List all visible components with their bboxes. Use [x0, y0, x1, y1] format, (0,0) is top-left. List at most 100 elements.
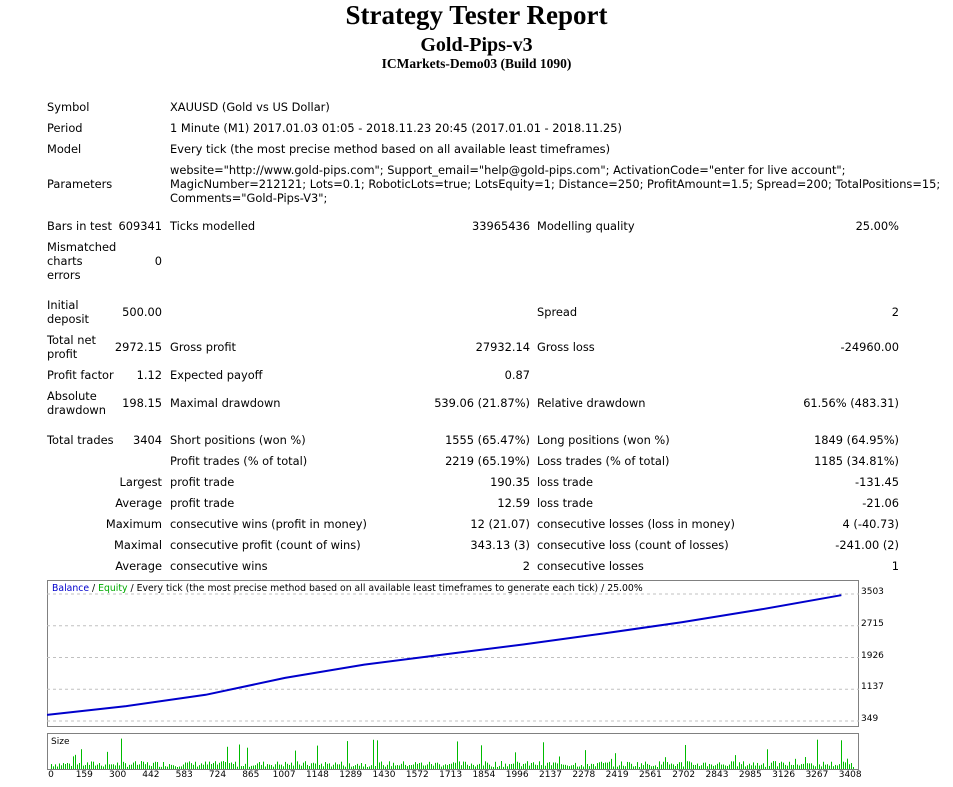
size-bar	[219, 762, 220, 769]
size-bar	[657, 766, 658, 769]
size-bar	[377, 740, 378, 769]
size-bar	[265, 766, 266, 769]
y-tick-label-0: 3503	[861, 587, 884, 597]
size-bar	[491, 766, 492, 769]
size-bar	[751, 765, 752, 769]
size-bar	[163, 762, 164, 769]
size-bar	[441, 766, 442, 769]
size-bar	[115, 765, 116, 769]
size-bar	[707, 766, 708, 769]
size-bar	[297, 761, 298, 769]
avg-cons-losses-value: 1	[891, 559, 899, 573]
size-bar	[687, 761, 688, 769]
size-bar	[713, 765, 714, 769]
size-bar	[651, 766, 652, 769]
size-bar	[841, 740, 842, 769]
size-bar	[705, 762, 706, 769]
ea-name: Gold-Pips-v3	[420, 34, 533, 56]
size-bar	[253, 765, 254, 769]
size-bar	[121, 738, 122, 769]
size-bar	[105, 764, 106, 769]
size-bar	[403, 761, 404, 769]
size-bar	[347, 741, 348, 769]
size-bar	[679, 762, 680, 769]
size-bar	[843, 761, 844, 769]
largest-label: Largest	[119, 475, 162, 489]
size-bar	[407, 766, 408, 769]
size-label: Size	[51, 737, 70, 747]
size-bar	[765, 766, 766, 769]
size-bar	[327, 763, 328, 769]
avg-cons-wins-value: 2	[522, 559, 530, 573]
size-bar	[155, 761, 156, 769]
server-build: ICMarkets-Demo03 (Build 1090)	[381, 56, 572, 71]
grossloss-label: Gross loss	[537, 340, 595, 354]
size-bar	[343, 765, 344, 769]
size-bar	[845, 762, 846, 769]
size-bar	[383, 765, 384, 769]
max-cons-losses-label: consecutive losses (loss in money)	[537, 517, 735, 531]
size-bar	[485, 761, 486, 769]
max-cons-loss-value: -241.00 (2)	[835, 538, 899, 552]
size-bar	[415, 762, 416, 769]
size-bar	[483, 765, 484, 769]
y-tick-label-1: 2715	[861, 618, 884, 629]
size-bar	[851, 763, 852, 769]
size-bar	[749, 763, 750, 769]
size-bar	[615, 753, 616, 769]
max-cons-wins-value: 12 (21.07)	[470, 517, 530, 531]
size-bar	[509, 764, 510, 769]
size-bar	[583, 766, 584, 769]
size-bar	[623, 765, 624, 769]
size-bar	[557, 763, 558, 769]
size-bar	[423, 765, 424, 769]
average-cons-label: Average	[115, 559, 162, 573]
size-bar	[499, 765, 500, 769]
size-bar	[589, 766, 590, 769]
size-bar	[839, 764, 840, 769]
size-bar	[215, 761, 216, 769]
size-bar	[337, 764, 338, 769]
size-bar	[193, 764, 194, 769]
size-bar	[445, 764, 446, 769]
size-bar	[185, 762, 186, 769]
size-bar	[173, 765, 174, 769]
size-bar	[431, 764, 432, 769]
size-bar	[395, 765, 396, 769]
size-bar	[835, 764, 836, 769]
size-bar	[133, 762, 134, 769]
size-bar	[51, 764, 52, 769]
size-bar	[143, 761, 144, 769]
size-bar	[189, 761, 190, 769]
size-bar	[355, 765, 356, 769]
size-bar	[433, 765, 434, 769]
size-bar	[741, 764, 742, 769]
size-bar	[207, 764, 208, 769]
size-bar	[493, 766, 494, 769]
largest-profit-value: 190.35	[490, 475, 530, 489]
size-bar	[817, 739, 818, 769]
size-bar	[333, 764, 334, 769]
avg-cons-wins-label: consecutive wins	[170, 559, 268, 573]
size-bar	[295, 750, 296, 769]
x-tick-label-15: 2137	[539, 770, 562, 780]
size-bar	[721, 764, 722, 769]
size-bar	[453, 762, 454, 769]
size-bar	[229, 763, 230, 769]
size-bar	[291, 762, 292, 769]
size-bar	[59, 763, 60, 769]
size-bar	[481, 745, 482, 769]
reldd-value: 61.56% (483.31)	[803, 396, 899, 410]
size-bar	[157, 762, 158, 769]
size-bar	[311, 763, 312, 769]
size-bar	[381, 761, 382, 769]
size-bar	[821, 766, 822, 769]
size-bar	[195, 761, 196, 769]
size-bar	[545, 765, 546, 769]
ticks-value: 33965436	[472, 219, 530, 233]
size-bar	[809, 763, 810, 769]
size-bar	[117, 762, 118, 769]
size-bar	[627, 761, 628, 769]
size-bar	[261, 764, 262, 769]
profit-trades-value: 2219 (65.19%)	[445, 454, 530, 468]
